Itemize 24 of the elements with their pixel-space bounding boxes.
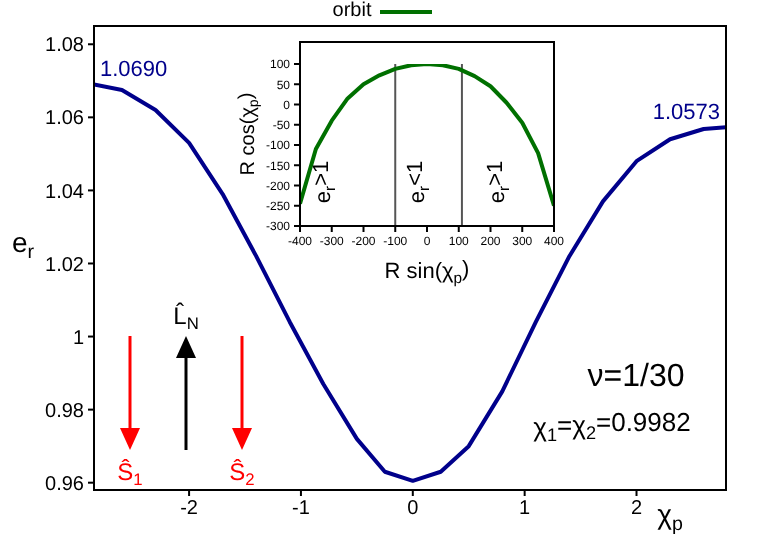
line-series bbox=[300, 64, 554, 208]
x-tick-label: 0 bbox=[407, 498, 420, 521]
annotation: χ$_{1}$=χ$_{2}$=0.9982 bbox=[533, 407, 691, 446]
y-axis-title: e$_{r}$ bbox=[12, 226, 36, 264]
annotation: Ŝ$_{1}$ bbox=[117, 458, 144, 490]
y-tick-label: 1.06 bbox=[45, 108, 85, 131]
x-tick-label: -1 bbox=[292, 498, 311, 521]
x-axis-title: R sin(χ$_{p}$) bbox=[384, 258, 470, 287]
y-tick-label: 1.02 bbox=[45, 254, 85, 277]
x-tick-label: 2 bbox=[630, 498, 643, 521]
annotation: L̂$_{N}$ bbox=[173, 302, 199, 334]
legend-label: orbit bbox=[332, 0, 372, 22]
y-tick-label: 1.04 bbox=[45, 181, 85, 204]
y-tick-label: 0.96 bbox=[45, 473, 85, 496]
x-tick-label: -2 bbox=[180, 498, 199, 521]
y-tick-label: 1 bbox=[72, 327, 85, 350]
annotation: Ŝ$_{2}$ bbox=[229, 458, 256, 490]
x-axis-title: χ$_{p}$ bbox=[657, 498, 684, 534]
annotation: ν=1/30 bbox=[587, 360, 685, 394]
y-tick-label: 1.08 bbox=[45, 35, 85, 58]
annotation: 1.0690 bbox=[100, 58, 168, 83]
y-tick-label: 0.98 bbox=[45, 400, 85, 423]
x-tick-label: 1 bbox=[519, 498, 532, 521]
annotation: 1.0573 bbox=[652, 101, 720, 126]
